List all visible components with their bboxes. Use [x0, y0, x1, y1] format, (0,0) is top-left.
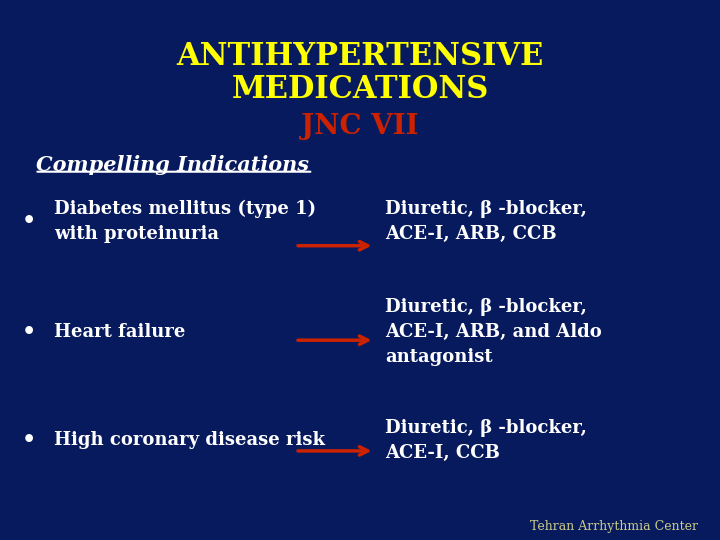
Text: ANTIHYPERTENSIVE: ANTIHYPERTENSIVE: [176, 41, 544, 72]
Text: Diuretic, β -blocker,
ACE-I, CCB: Diuretic, β -blocker, ACE-I, CCB: [385, 418, 587, 462]
Text: Diuretic, β -blocker,
ACE-I, ARB, CCB: Diuretic, β -blocker, ACE-I, ARB, CCB: [385, 200, 587, 243]
Text: Diuretic, β -blocker,
ACE-I, ARB, and Aldo
antagonist: Diuretic, β -blocker, ACE-I, ARB, and Al…: [385, 298, 602, 366]
Text: Heart failure: Heart failure: [54, 323, 185, 341]
Text: High coronary disease risk: High coronary disease risk: [54, 431, 325, 449]
Text: •: •: [22, 429, 36, 451]
Text: Compelling Indications: Compelling Indications: [36, 154, 309, 175]
Text: •: •: [22, 321, 36, 343]
Text: Diabetes mellitus (type 1)
with proteinuria: Diabetes mellitus (type 1) with proteinu…: [54, 200, 316, 243]
Text: •: •: [22, 211, 36, 232]
Text: JNC VII: JNC VII: [301, 113, 419, 140]
Text: Tehran Arrhythmia Center: Tehran Arrhythmia Center: [531, 520, 698, 533]
Text: MEDICATIONS: MEDICATIONS: [231, 73, 489, 105]
